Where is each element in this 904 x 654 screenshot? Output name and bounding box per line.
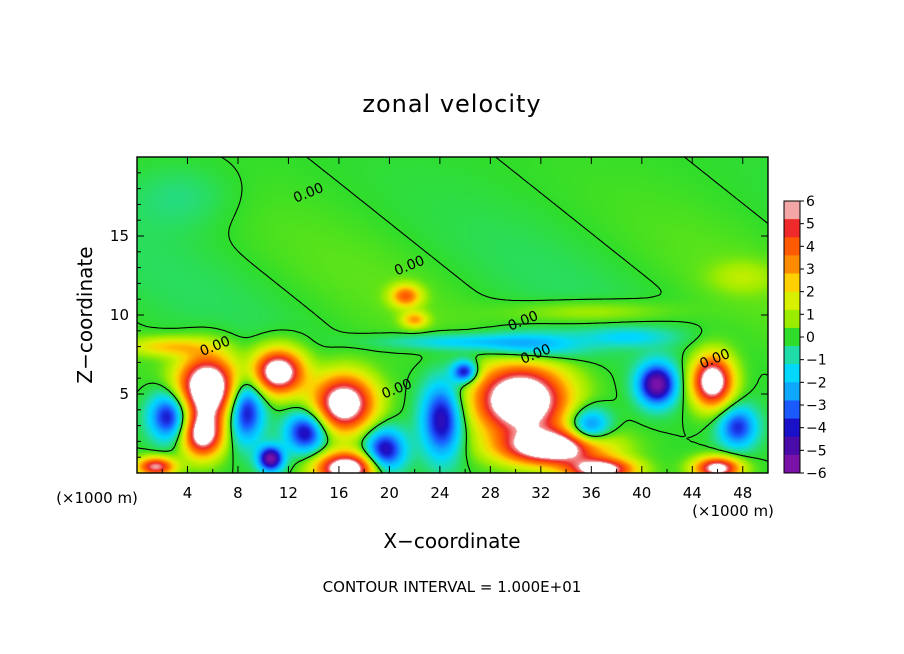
x-axis-label: X−coordinate [383, 529, 520, 553]
contour-interval-note: CONTOUR INTERVAL = 1.000E+01 [323, 578, 582, 596]
velocity-field [137, 157, 768, 473]
x-tick-label: 4 [183, 484, 193, 502]
colorbar-swatch [784, 400, 800, 420]
x-tick-label: 44 [683, 484, 702, 502]
x-tick-label: 24 [430, 484, 449, 502]
colorbar: 6 5 4 3 2 1 0 −1 −2 −3 −4 −5 −6 [783, 194, 827, 482]
colorbar-label: 5 [806, 217, 815, 233]
colorbar-label: −4 [806, 421, 827, 437]
colorbar-label: −5 [806, 443, 827, 459]
colorbar-swatch [784, 273, 800, 293]
colorbar-swatch [784, 364, 800, 383]
x-tick-label: 48 [733, 484, 752, 502]
y-tick-label: 5 [119, 385, 129, 403]
colorbar-label: 2 [806, 285, 815, 301]
x-tick-label: 12 [279, 484, 298, 502]
colorbar-swatch [784, 309, 800, 329]
colorbar-swatch [784, 237, 800, 256]
x-tick-label: 8 [233, 484, 243, 502]
x-tick-label: 32 [531, 484, 550, 502]
colorbar-swatch [784, 255, 800, 275]
x-axis: 4 8 12 16 20 24 28 32 36 40 44 48 [161, 157, 752, 502]
colorbar-label: 3 [806, 262, 815, 278]
y-tick-label: 10 [110, 306, 129, 324]
colorbar-label: 1 [806, 307, 815, 323]
colorbar-label: −6 [806, 466, 827, 482]
x-tick-label: 16 [329, 484, 348, 502]
colorbar-swatch [784, 327, 800, 347]
y-axis-label: Z−coordinate [73, 246, 97, 383]
y-axis: 5 10 15 [110, 172, 768, 458]
x-tick-label: 36 [582, 484, 601, 502]
x-unit-right: (×1000 m) [692, 502, 774, 520]
colorbar-label: 0 [806, 330, 815, 346]
colorbar-swatch [784, 382, 800, 401]
y-tick-label: 15 [110, 227, 129, 245]
colorbar-swatch [784, 346, 800, 365]
colorbar-label: 6 [806, 194, 815, 210]
colorbar-label: −3 [806, 398, 827, 414]
colorbar-swatch [784, 219, 800, 238]
colorbar-label: 4 [806, 239, 815, 255]
colorbar-label: −1 [806, 353, 827, 369]
colorbar-swatch [784, 454, 800, 474]
colorbar-swatch [784, 201, 800, 220]
x-tick-label: 20 [380, 484, 399, 502]
plot-area: 0.000.000.000.00 0.000.000.00 [137, 157, 768, 473]
colorbar-swatch [784, 418, 800, 438]
x-tick-label: 28 [481, 484, 500, 502]
chart-title: zonal velocity [362, 90, 541, 118]
x-unit-left: (×1000 m) [56, 489, 138, 507]
contour-zero [137, 157, 768, 473]
colorbar-swatch [784, 291, 800, 311]
x-tick-label: 40 [632, 484, 651, 502]
colorbar-label: −2 [806, 375, 827, 391]
colorbar-swatch [784, 436, 800, 456]
